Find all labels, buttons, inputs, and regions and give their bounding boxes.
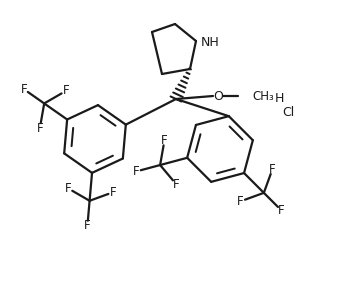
Text: F: F	[20, 83, 27, 95]
Text: F: F	[161, 134, 168, 147]
Text: H: H	[275, 92, 284, 105]
Text: CH₃: CH₃	[252, 89, 274, 102]
Text: F: F	[63, 85, 69, 98]
Text: F: F	[278, 204, 285, 217]
Text: F: F	[237, 195, 244, 208]
Text: F: F	[84, 219, 91, 232]
Text: F: F	[36, 122, 43, 135]
Text: F: F	[269, 163, 276, 176]
Text: F: F	[173, 178, 180, 191]
Text: F: F	[110, 186, 116, 199]
Text: NH: NH	[201, 36, 220, 50]
Text: Cl: Cl	[282, 105, 294, 119]
Text: F: F	[133, 165, 139, 178]
Text: O: O	[213, 89, 223, 102]
Text: F: F	[65, 182, 71, 195]
